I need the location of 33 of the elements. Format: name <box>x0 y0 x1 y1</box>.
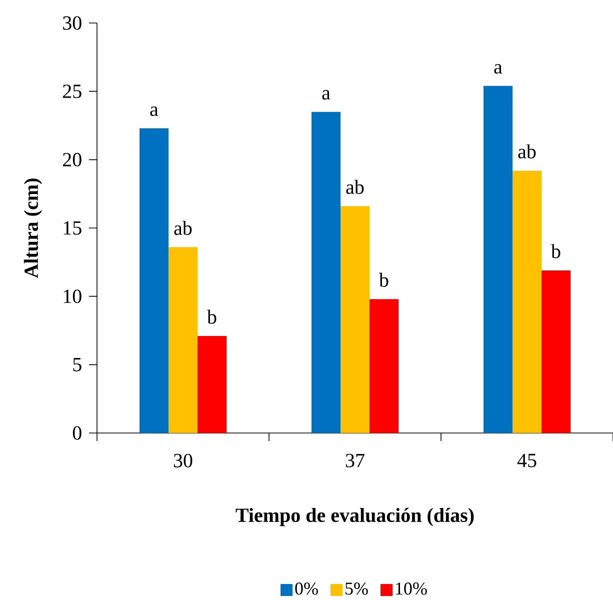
x-tick-label: 37 <box>346 454 364 468</box>
y-tick-label: 15 <box>64 221 82 235</box>
bar <box>198 336 226 433</box>
bar <box>312 112 340 433</box>
legend-label: 0% <box>295 582 318 595</box>
bar <box>140 128 168 433</box>
data-label: a <box>150 106 158 116</box>
data-label: ab <box>518 144 536 158</box>
y-tick-label: 0 <box>72 426 82 440</box>
bar <box>340 206 370 433</box>
data-label: b <box>551 244 560 258</box>
bar <box>484 86 513 433</box>
bar <box>512 170 542 433</box>
y-tick-label: 5 <box>73 358 82 372</box>
data-label: ab <box>346 180 364 194</box>
bar <box>542 270 571 433</box>
x-tick-label: 30 <box>174 454 192 468</box>
y-tick-label: 20 <box>63 152 82 166</box>
data-label: a <box>494 64 502 74</box>
y-axis-title: Altura (cm) <box>24 178 42 278</box>
y-tick-label: 10 <box>64 290 82 304</box>
data-label: ab <box>174 220 192 235</box>
legend-label: 10% <box>396 582 427 595</box>
legend-label: 5% <box>346 582 368 595</box>
y-tick-label: 30 <box>63 16 82 30</box>
bar <box>370 299 399 433</box>
data-label: b <box>379 272 388 287</box>
data-label: a <box>322 90 330 100</box>
data-label: b <box>207 310 216 324</box>
x-axis-title: Tiempo de evaluación (días) <box>236 508 474 526</box>
bar <box>168 247 198 433</box>
x-tick-label: 45 <box>517 454 536 468</box>
y-tick-label: 25 <box>63 84 82 98</box>
